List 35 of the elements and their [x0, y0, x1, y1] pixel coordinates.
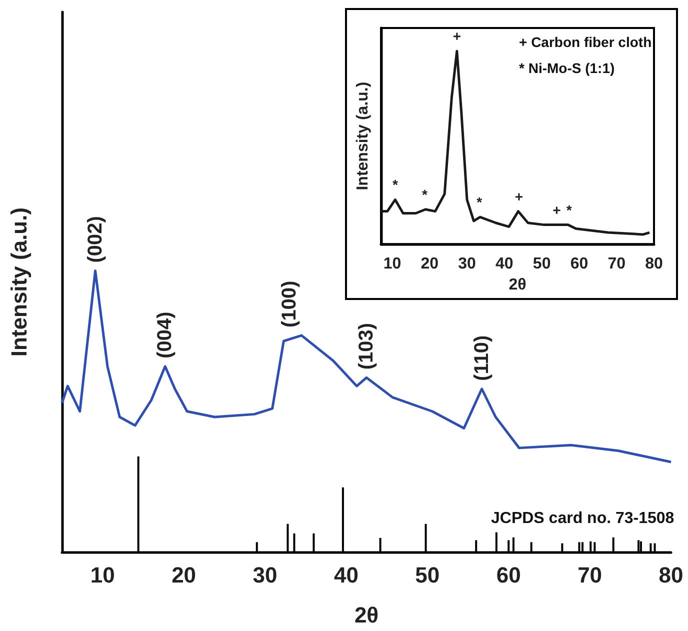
annotation: (103)	[356, 322, 378, 370]
x-tick-label: 60	[496, 562, 521, 588]
x-tick-label: 30	[252, 562, 278, 588]
x-tick-label: 80	[658, 562, 684, 588]
annotation: * Ni-Mo-S (1:1)	[519, 60, 615, 76]
annotation: (100)	[278, 280, 300, 328]
x-tick-label: 60	[570, 256, 588, 273]
x-tick-label: 30	[458, 256, 476, 273]
annotation: *	[422, 186, 428, 202]
x-tick-label: 80	[645, 256, 663, 273]
y-axis-title: Intensity (a.u.)	[6, 207, 32, 357]
annotation: (004)	[154, 312, 176, 358]
annotation: +	[452, 28, 462, 44]
x-tick-label: 40	[496, 256, 514, 273]
x-tick-label: 20	[420, 256, 439, 273]
x-tick-label: 20	[172, 562, 196, 588]
annotation: JCPDS card no. 73-1508	[491, 510, 674, 527]
annotation: +	[514, 188, 524, 204]
x-axis-title: 2θ	[354, 602, 379, 628]
annotation: +	[552, 202, 561, 218]
annotation: (110)	[470, 335, 493, 381]
x-tick-label: 50	[532, 256, 551, 273]
annotation: *	[566, 202, 572, 218]
x-axis-title: 2θ	[508, 276, 526, 294]
text: + Carbon fiber cloth	[519, 34, 652, 50]
x-tick-label: 10	[383, 256, 402, 273]
x-tick-label: 70	[578, 562, 602, 588]
x-tick-label: 10	[90, 562, 115, 588]
annotation: *	[476, 194, 483, 210]
x-tick-label: 40	[334, 562, 358, 588]
y-axis-title: Intensity (a.u.)	[354, 82, 372, 190]
x-tick-label: 70	[608, 256, 626, 273]
x-tick-label: 50	[415, 562, 440, 588]
annotation: *	[392, 176, 398, 193]
annotation: (002)	[84, 216, 106, 263]
